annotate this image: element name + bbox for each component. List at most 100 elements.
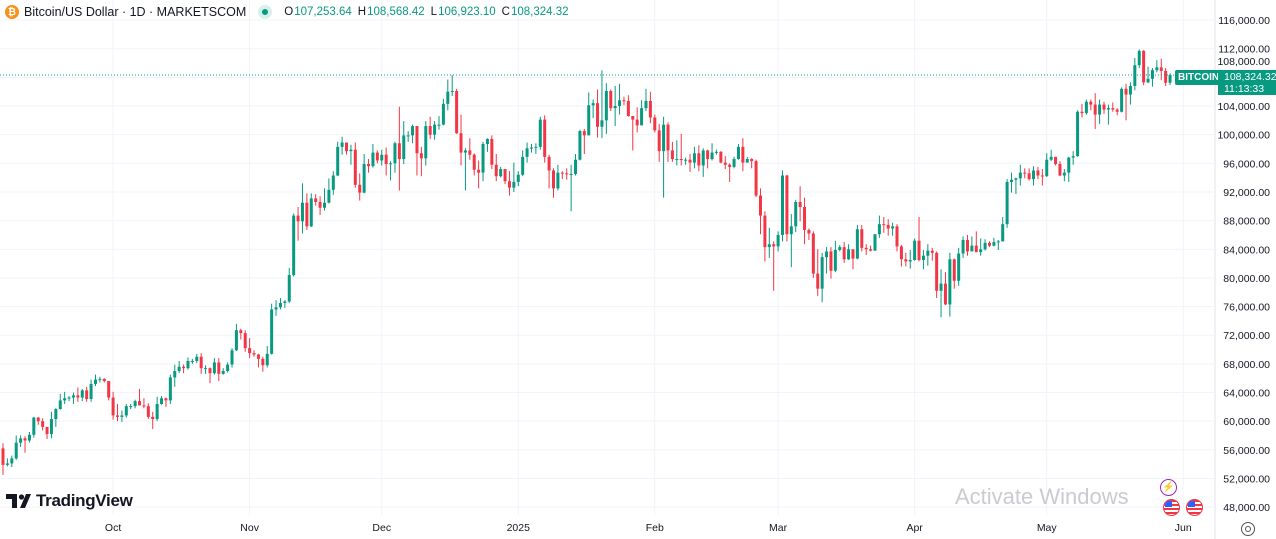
candle-body (692, 153, 696, 163)
candle-body (952, 259, 956, 281)
candle-body (640, 108, 644, 126)
candle (939, 269, 943, 318)
candle (1001, 217, 1005, 242)
candle (116, 403, 120, 422)
candle-body (847, 249, 851, 260)
candle (80, 388, 84, 402)
candle (93, 374, 97, 387)
candle-body (129, 406, 133, 408)
candle (943, 272, 947, 306)
candle (895, 224, 899, 252)
candle (1098, 99, 1102, 124)
y-tick-label: 100,000.00 (1217, 130, 1270, 142)
candle-body (1010, 179, 1014, 182)
candle (455, 88, 459, 134)
candle-body (248, 348, 252, 354)
candle (816, 249, 820, 296)
candle-body (1001, 224, 1005, 242)
candle (71, 392, 75, 404)
candle (811, 231, 815, 278)
candle (490, 135, 494, 170)
price-axis[interactable]: 48,000.00 52,000.00 56,000.00 60,000.00 64,0… (1217, 15, 1270, 514)
candle (692, 146, 696, 169)
candle-body (891, 226, 895, 229)
candle-body (684, 159, 688, 161)
y-tick-label: 104,000.00 (1217, 101, 1270, 113)
candle-body (917, 240, 921, 261)
tradingview-logo[interactable]: TradingView (6, 491, 133, 511)
candle-body (349, 149, 353, 152)
candle (142, 398, 146, 409)
candle-body (957, 253, 961, 281)
candle (701, 148, 705, 177)
candle-body (322, 202, 326, 208)
candle (741, 138, 745, 172)
candle (477, 160, 481, 189)
candle (917, 217, 921, 262)
candle (1159, 58, 1163, 81)
candle (851, 249, 855, 270)
time-axis[interactable]: SepOctNovDec2025FebMarAprMayJun (0, 522, 1192, 534)
candle (860, 224, 864, 252)
candle (1106, 104, 1110, 125)
symbol-title[interactable]: Bitcoin/US Dollar · 1D · MARKETSCOM (24, 5, 247, 19)
candle (987, 241, 991, 248)
candle (327, 178, 331, 204)
candle (234, 323, 238, 351)
candle (1023, 168, 1027, 179)
candle-body (327, 189, 331, 203)
us-flag-icon[interactable] (1163, 499, 1180, 516)
candle (433, 121, 437, 140)
candle-body (411, 126, 415, 136)
candle-body (102, 378, 106, 382)
candle (1054, 156, 1058, 166)
candle (296, 207, 300, 241)
candle-body (574, 159, 578, 175)
candle (164, 397, 168, 407)
candle-body (265, 353, 269, 366)
candle (182, 364, 186, 374)
candle (111, 391, 115, 420)
candle (441, 98, 445, 126)
candle-body (833, 249, 837, 271)
candle-body (582, 131, 586, 136)
candle (979, 238, 983, 256)
candle (212, 358, 216, 375)
candle (133, 399, 137, 409)
candle-body (758, 195, 762, 216)
us-flag-icon[interactable] (1186, 499, 1203, 516)
y-tick-label: 88,000.00 (1223, 216, 1270, 228)
candle (1027, 168, 1031, 181)
candle (292, 213, 296, 277)
candle-body (204, 368, 208, 370)
candle (873, 234, 877, 251)
candle-body (252, 353, 256, 355)
bitcoin-icon: ₿ (5, 5, 19, 19)
lightning-icon[interactable]: ⚡ (1160, 479, 1177, 496)
symbol-legend: ₿ Bitcoin/US Dollar · 1D · MARKETSCOM O1… (5, 4, 575, 20)
candle-body (155, 403, 159, 420)
candle (657, 123, 661, 162)
candle (107, 381, 111, 401)
candle-body (331, 175, 335, 190)
candle (1150, 68, 1154, 87)
last-price-value: 108,324.32 (1224, 71, 1276, 83)
candle (1164, 68, 1168, 86)
candle-body (27, 434, 31, 441)
candle-body (560, 172, 564, 174)
candle-body (877, 224, 881, 235)
settings-gear-icon[interactable] (1241, 522, 1255, 536)
candle (983, 239, 987, 251)
candle (745, 156, 749, 163)
candle-body (829, 251, 833, 271)
candle (499, 166, 503, 178)
candle-body (1005, 181, 1009, 225)
candle-body (948, 259, 952, 305)
candle (798, 186, 802, 222)
candle-body (190, 361, 194, 363)
candle (622, 96, 626, 106)
candle (538, 116, 542, 150)
y-tick-label: 72,000.00 (1223, 330, 1270, 342)
candle-body (217, 362, 221, 374)
